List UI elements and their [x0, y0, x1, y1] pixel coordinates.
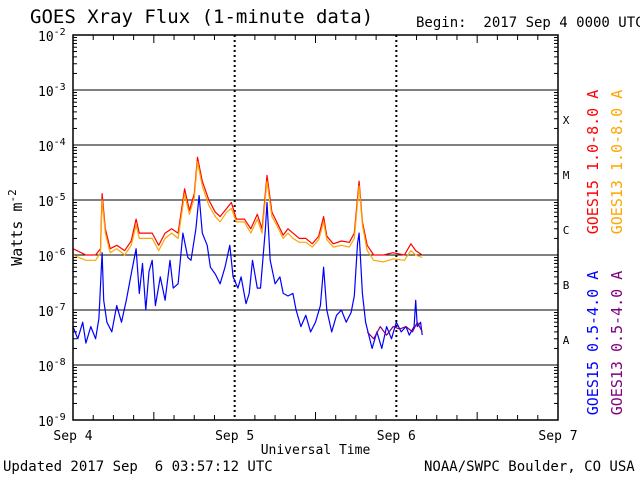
y-tick-label: 10-2	[38, 27, 66, 45]
updated-timestamp: Updated 2017 Sep 6 03:57:12 UTC	[3, 459, 273, 475]
x-tick-label: Sep 4	[53, 429, 92, 444]
flare-class-label: A	[563, 334, 570, 347]
legend-label-1: GOES15 1.0-8.0 A	[584, 90, 602, 235]
legend-label-3: GOES15 0.5-4.0 A	[584, 271, 602, 416]
legend-label-2: GOES13 1.0-8.0 A	[608, 90, 626, 235]
series-line-1	[72, 156, 423, 256]
x-axis-title: Universal Time	[261, 443, 371, 458]
series-line-3	[72, 195, 423, 349]
series-line-4	[366, 321, 423, 340]
x-tick-label: Sep 7	[538, 429, 577, 444]
y-tick-label: 10-4	[38, 137, 66, 155]
y-tick-label: 10-9	[38, 412, 66, 430]
legend-label-4: GOES13 0.5-4.0 A	[608, 271, 626, 416]
x-tick-label: Sep 5	[215, 429, 254, 444]
data-credit: NOAA/SWPC Boulder, CO USA	[424, 459, 635, 475]
y-tick-label: 10-6	[38, 247, 66, 265]
flare-class-label: M	[563, 169, 570, 182]
chart-title: GOES Xray Flux (1-minute data)	[30, 6, 374, 28]
flare-class-label: B	[563, 279, 570, 292]
series-line-2	[72, 161, 423, 263]
y-tick-label: 10-5	[38, 192, 66, 210]
flare-class-label: X	[563, 114, 570, 127]
y-tick-label: 10-8	[38, 357, 66, 375]
x-tick-label: Sep 6	[377, 429, 416, 444]
plot-border	[72, 34, 559, 421]
flare-class-label: C	[563, 224, 570, 237]
begin-time-label: Begin: 2017 Sep 4 0000 UTC	[416, 15, 640, 31]
y-tick-label: 10-7	[38, 302, 66, 320]
y-tick-label: 10-3	[38, 82, 66, 100]
y-axis-title: Watts m-2	[6, 189, 26, 265]
